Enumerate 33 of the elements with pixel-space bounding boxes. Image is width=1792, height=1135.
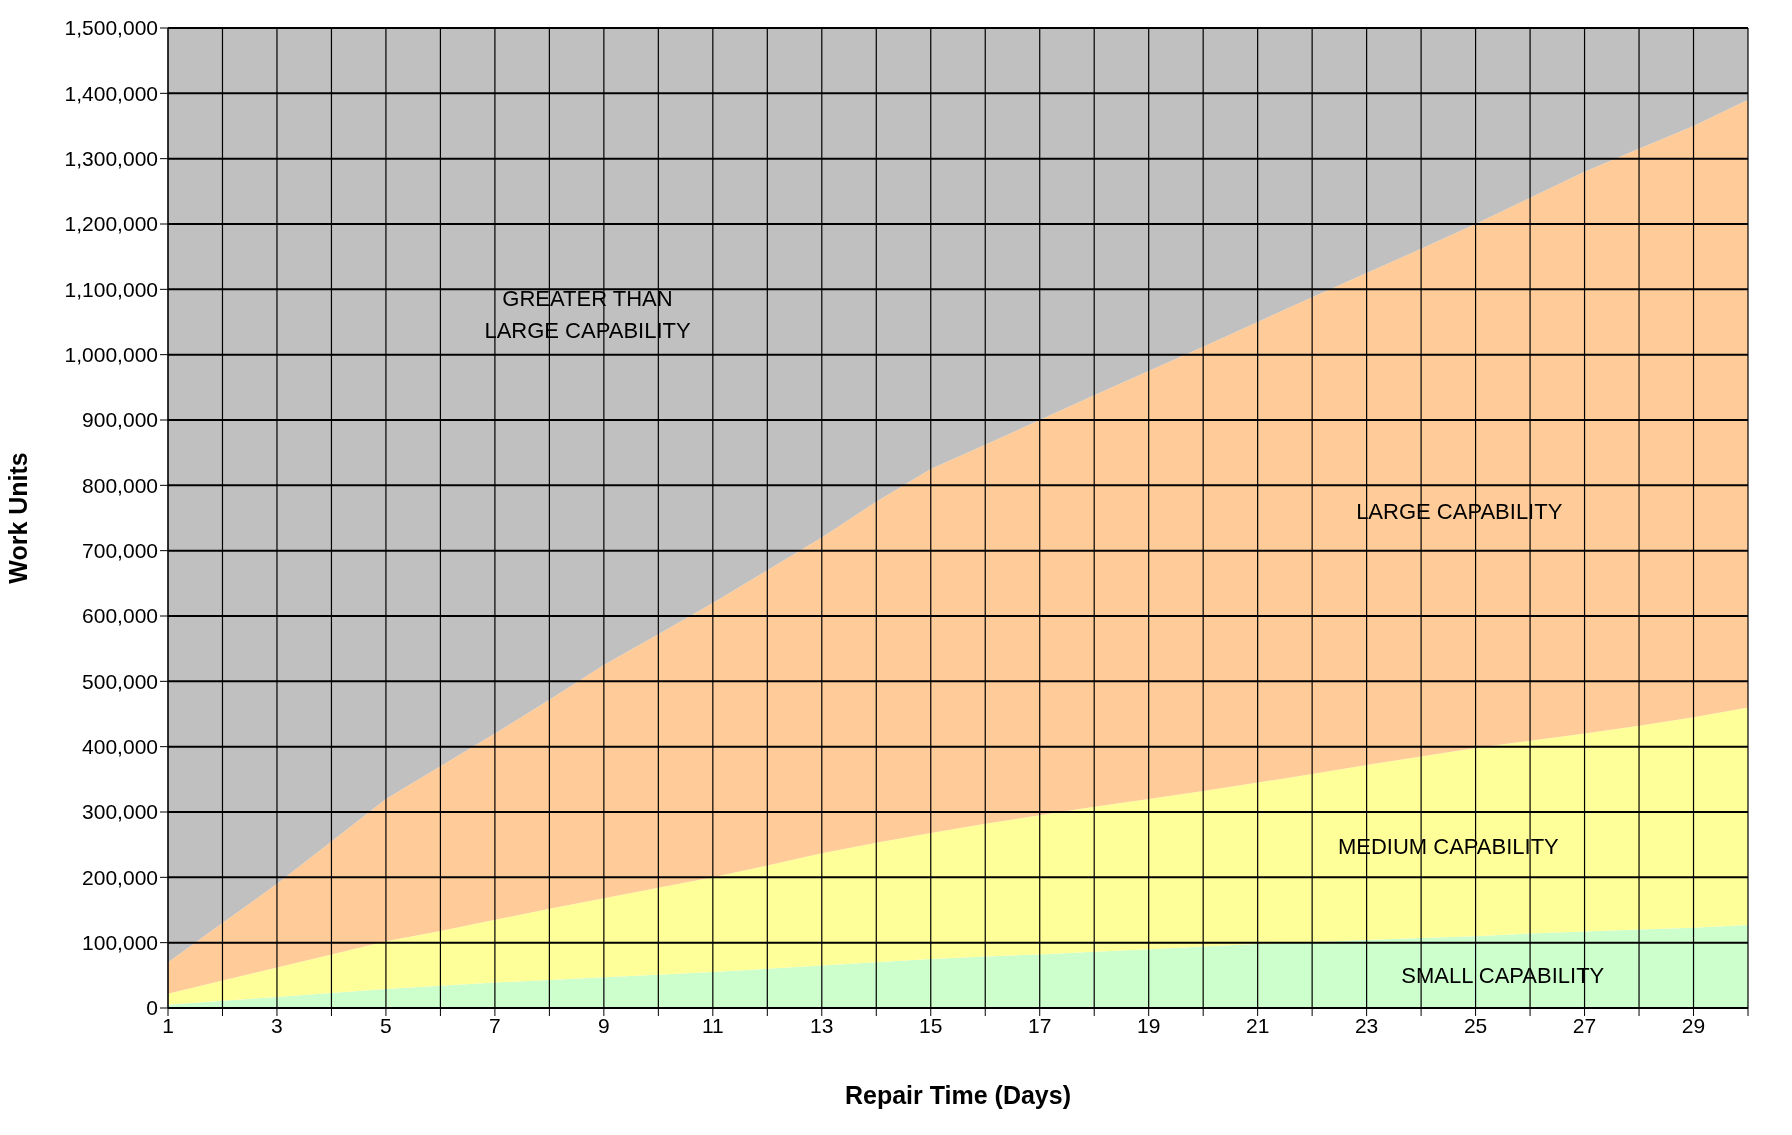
y-tick-label: 100,000 <box>82 931 158 955</box>
y-tick-label: 500,000 <box>82 669 158 693</box>
x-tick-label: 9 <box>598 1013 610 1037</box>
x-tick-label: 15 <box>919 1013 943 1037</box>
x-tick-label: 19 <box>1137 1013 1161 1037</box>
y-axis-title: Work Units <box>3 452 32 584</box>
x-tick-label: 5 <box>380 1013 392 1037</box>
y-tick-label: 1,400,000 <box>64 81 158 105</box>
x-tick-label: 25 <box>1463 1013 1488 1037</box>
x-tick-label: 1 <box>162 1013 174 1037</box>
x-tick-label: 29 <box>1681 1013 1706 1037</box>
y-tick-label: 900,000 <box>82 408 158 432</box>
x-tick-label: 13 <box>810 1013 834 1037</box>
x-tick-label: 23 <box>1354 1013 1379 1037</box>
y-tick-label: 300,000 <box>82 800 158 824</box>
y-tick-label: 1,500,000 <box>64 16 158 40</box>
y-tick-label: 200,000 <box>82 865 158 889</box>
y-tick-label: 1,100,000 <box>64 277 158 301</box>
x-tick-label: 3 <box>271 1013 283 1037</box>
y-tick-label: 600,000 <box>82 604 158 628</box>
y-tick-label: 700,000 <box>82 539 158 563</box>
y-tick-label: 1,000,000 <box>64 343 158 367</box>
y-tick-label: 1,300,000 <box>64 147 158 171</box>
x-tick-label: 7 <box>489 1013 501 1037</box>
x-tick-label: 27 <box>1572 1013 1597 1037</box>
x-tick-label: 11 <box>701 1013 724 1037</box>
x-tick-label: 21 <box>1245 1013 1270 1037</box>
x-tick-label: 17 <box>1028 1013 1052 1037</box>
y-tick-label: 800,000 <box>82 473 158 497</box>
y-tick-label: 0 <box>146 996 158 1020</box>
y-tick-label: 400,000 <box>82 735 158 759</box>
x-axis-title: Repair Time (Days) <box>844 1081 1072 1109</box>
y-tick-label: 1,200,000 <box>64 212 158 236</box>
